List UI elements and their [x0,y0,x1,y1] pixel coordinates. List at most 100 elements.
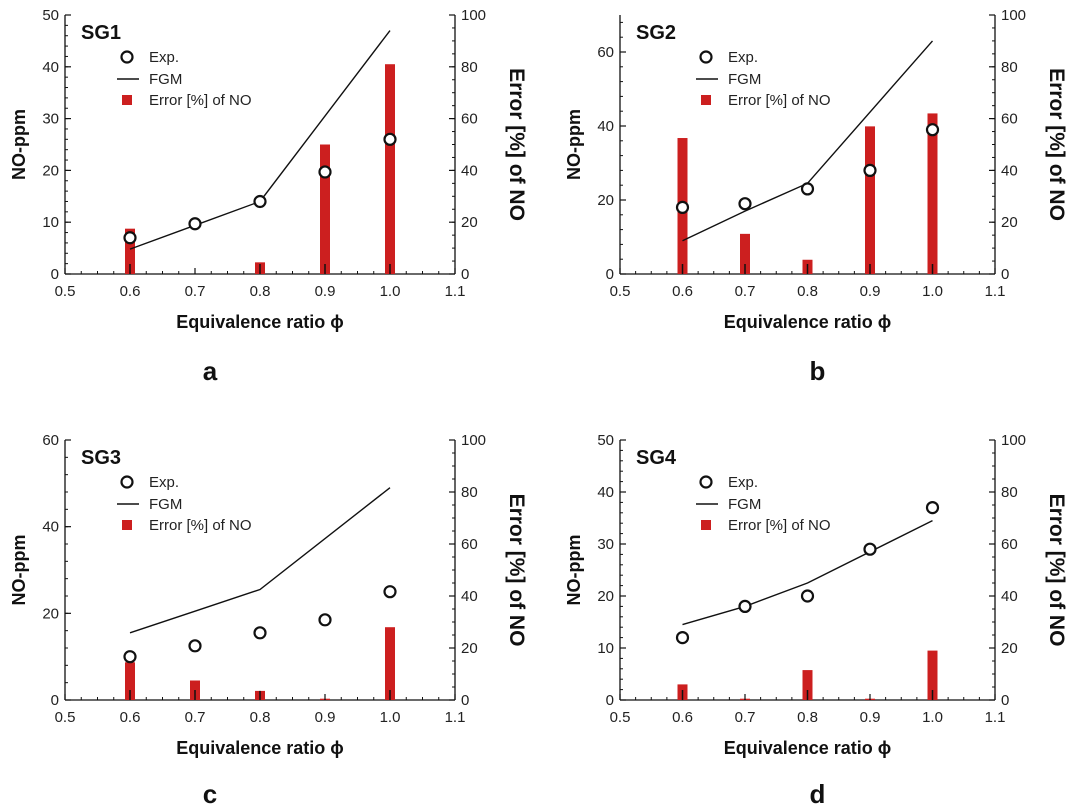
x-tick-label: 0.5 [55,709,76,726]
x-tick-label: 0.7 [185,283,206,300]
y-tick-label: 10 [597,640,614,657]
y-tick-label: 0 [606,266,614,283]
y-axis-title: NO-ppm [564,109,584,180]
legend-exp-marker [120,475,134,489]
legend-error-label: Error [%] of NO [149,92,252,109]
exp-marker [800,589,815,603]
y-tick-label: 20 [42,605,59,622]
x-tick-label: 0.5 [610,283,631,300]
legend-fgm-label: FGM [728,496,761,513]
x-tick-label: 1.1 [445,283,466,300]
x-tick-label: 0.8 [797,283,818,300]
y-axis-title: NO-ppm [564,535,584,606]
exp-marker [253,194,267,209]
exp-marker [863,163,877,177]
y2-tick-label: 20 [1001,214,1018,231]
error-bar [385,64,395,275]
error-bar [802,670,813,700]
x-tick-label: 0.7 [735,709,756,726]
legend-exp-label: Exp. [728,49,758,66]
panel-letter: a [203,356,218,386]
y-tick-label: 0 [51,266,59,283]
error-bar [125,662,135,700]
fgm-line [682,40,934,242]
x-axis-title: Equivalence ratio ϕ [724,738,892,758]
exp-marker [318,165,332,179]
chart-panel-b: 0.5 0.6 0.7 0.8 0.9 1.0 1.10204060020406080100… [564,7,1068,386]
y2-tick-label: 20 [1001,640,1018,657]
y2-tick-label: 80 [1001,59,1018,76]
legend-exp-marker [699,475,713,489]
panel-letter: c [203,779,217,809]
y-tick-label: 40 [597,118,614,135]
exp-marker [253,626,267,640]
y-tick-label: 60 [42,432,59,449]
x-tick-label: 0.9 [860,283,881,300]
error-bar [320,144,330,274]
y-tick-label: 30 [597,536,614,553]
panel-title: SG3 [81,447,121,469]
y-tick-label: 50 [597,432,614,449]
x-axis-title: Equivalence ratio ϕ [724,312,892,332]
error-bar [865,126,875,275]
x-tick-label: 0.9 [315,709,336,726]
y2-tick-label: 60 [1001,111,1018,128]
y2-tick-label: 40 [461,588,478,605]
x-tick-label: 0.8 [250,709,271,726]
y2-tick-label: 60 [461,536,478,553]
error-bar [927,113,938,274]
exp-marker [383,132,397,146]
legend-error-label: Error [%] of NO [149,517,252,534]
y2-tick-label: 40 [461,162,478,179]
fgm-line [682,519,933,626]
error-bar [927,650,938,700]
exp-marker [863,542,877,556]
y-tick-label: 20 [42,162,59,179]
y2-tick-label: 0 [1001,266,1009,283]
x-tick-label: 0.8 [250,283,271,300]
x-axis-title: Equivalence ratio ϕ [176,738,344,758]
y-axis-title: NO-ppm [9,535,29,606]
exp-marker [383,585,397,599]
exp-marker [188,217,202,231]
legend-exp-marker [699,50,713,64]
x-tick-label: 1.1 [985,283,1006,300]
x-tick-label: 0.6 [672,283,693,300]
x-tick-label: 1.0 [922,709,943,726]
y-tick-label: 0 [51,692,59,709]
legend-fgm-label: FGM [728,71,761,88]
panel-title: SG1 [81,22,121,44]
exp-marker [675,200,690,214]
y2-axis-title: Error [%] of NO [505,68,528,221]
x-tick-label: 0.5 [55,283,76,300]
legend-error-label: Error [%] of NO [728,517,831,534]
y2-tick-label: 80 [461,59,478,76]
y-tick-label: 0 [606,692,614,709]
y2-axis-title: Error [%] of NO [1045,68,1068,221]
x-axis-title: Equivalence ratio ϕ [176,312,344,332]
error-bar [385,627,395,700]
exp-marker [738,197,752,211]
exp-marker [318,613,332,627]
y2-tick-label: 80 [1001,484,1018,501]
panel-letter: b [810,356,826,386]
legend-error-swatch [122,95,132,105]
y-axis-title: NO-ppm [9,109,29,180]
chart-panel-c: 0.5 0.6 0.7 0.8 0.9 1.0 1.10204060020406080100… [9,432,528,809]
fgm-line [129,487,391,634]
y2-tick-label: 20 [461,640,478,657]
y-tick-label: 10 [42,214,59,231]
x-tick-label: 1.0 [380,709,401,726]
legend-exp-label: Exp. [149,474,179,491]
error-bar [740,233,750,274]
exp-marker [123,231,137,245]
y-tick-label: 20 [597,588,614,605]
exp-marker [123,650,137,664]
chart-panel-d: 0.5 0.6 0.7 0.8 0.9 1.0 1.10102030405002040608… [564,432,1068,809]
panel-letter: d [810,779,826,809]
y2-tick-label: 0 [1001,692,1009,709]
exp-marker [675,630,690,645]
y2-tick-label: 100 [461,432,486,449]
x-tick-label: 0.6 [120,709,141,726]
y2-tick-label: 40 [1001,162,1018,179]
